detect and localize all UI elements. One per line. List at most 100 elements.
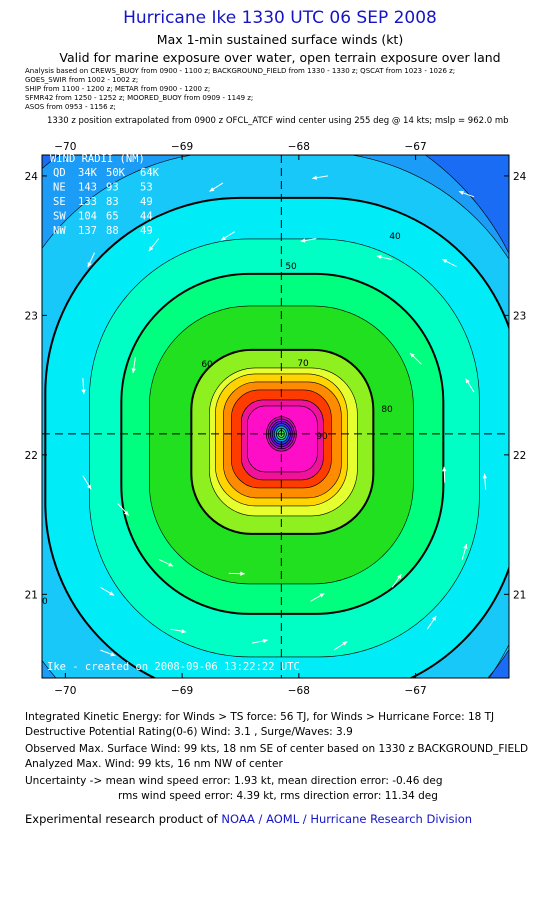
wind-radii-cell: 133 (78, 196, 97, 208)
wind-vector-head (482, 473, 488, 479)
contour-label: 80 (381, 405, 393, 415)
x-tick-label: −70 (54, 685, 76, 697)
wind-radii-table: WIND RADII (NM) QD 34K 50K 64K NE 143 93 53 SE 13… (50, 153, 160, 237)
wind-vector-head (463, 544, 468, 549)
wind-vector-head (431, 615, 437, 621)
y-tick-label: 21 (513, 589, 526, 601)
y-tick-label: 24 (513, 171, 527, 183)
wind-radii-cell: SE (53, 196, 66, 208)
wind-contour (89, 238, 480, 658)
wind-speed-fills (42, 155, 509, 678)
chart-subtitle: Max 1-min sustained surface winds (kt) (156, 32, 404, 47)
wind-radii-cell: 50K (106, 167, 126, 179)
wind-radii-cell: 104 (78, 211, 97, 223)
wind-radii-cell: 88 (106, 225, 119, 237)
wind-radii-cell: NW (53, 225, 66, 237)
wind-vector-head (312, 175, 318, 180)
exposure-subtitle: Valid for marine exposure over water, op… (59, 50, 501, 65)
noaa-link[interactable]: NOAA / AOML / Hurricane Research Divisio… (221, 812, 473, 826)
observed-max-line: Observed Max. Surface Wind: 99 kts, 18 n… (25, 743, 529, 755)
wind-contour (247, 405, 318, 473)
wind-radii-cell: 53 (140, 182, 153, 194)
contour-label: 30 (36, 597, 48, 607)
wind-radii-cell: 65 (106, 211, 119, 223)
analysis-line: Analysis based on CREWS_BUOY from 0900 -… (25, 67, 456, 75)
plot-frame (41, 154, 510, 679)
x-tick-label: −69 (171, 685, 193, 697)
y-tick-label: 24 (25, 171, 39, 183)
wind-contour (215, 373, 348, 507)
position-note: 1330 z position extrapolated from 0900 z… (47, 116, 509, 126)
wind-radii-cell: 49 (140, 196, 153, 208)
y-tick-label: 22 (513, 450, 526, 462)
analysis-line: ASOS from 0953 - 1156 z; (25, 103, 116, 111)
wind-radii-cell: 49 (140, 225, 153, 237)
wind-field-map: 30 40 50 60 70 80 90 −70 −70 −69 −69 −68 −68 −67 −67 2… (25, 141, 527, 697)
wind-vector-head (319, 593, 325, 598)
wind-vector-head (131, 368, 136, 374)
wind-vector-head (442, 259, 448, 264)
contour-label: 40 (389, 232, 401, 242)
wind-vector-head (81, 389, 86, 395)
contour-label: 50 (285, 262, 297, 272)
wind-radii-title: WIND RADII (NM) (50, 153, 145, 165)
plot-area: 30 40 50 60 70 80 90 (36, 155, 509, 678)
x-tick-label: −67 (405, 685, 427, 697)
wind-radii-cell: 64K (140, 167, 160, 179)
wind-contour (223, 381, 342, 499)
wind-vector-head (240, 571, 245, 576)
wind-contour (241, 399, 324, 481)
wind-vector-head (442, 466, 447, 472)
analysis-line: SHIP from 1100 - 1200 z; METAR from 0900… (25, 85, 211, 93)
wind-vector-head (376, 254, 382, 260)
wind-vector-head (110, 652, 116, 657)
wind-vector-head (262, 638, 268, 644)
x-tick-label: −70 (54, 141, 76, 153)
wind-vector-head (221, 236, 227, 241)
product-credit: Experimental research product of NOAA / … (25, 812, 472, 826)
uncertainty-line: Uncertainty -> mean wind speed error: 1.… (25, 775, 443, 787)
center-crosshair (42, 155, 509, 678)
wind-vector-head (209, 187, 215, 192)
wind-radii-cell: NE (53, 182, 66, 194)
contour-label: 60 (201, 360, 213, 370)
wind-radii-cell: 137 (78, 225, 97, 237)
ike-line: Integrated Kinetic Energy: for Winds > T… (25, 711, 495, 723)
wind-contour (209, 367, 358, 517)
wind-vector-head (124, 510, 129, 516)
analyzed-max-line: Analyzed Max. Wind: 99 kts, 16 nm NW of … (25, 758, 283, 770)
wind-vector-head (409, 353, 415, 358)
x-tick-label: −69 (171, 141, 193, 153)
wind-vectors (81, 175, 488, 657)
wind-vector-head (181, 629, 187, 634)
contour-labels: 30 40 50 60 70 80 90 (36, 232, 401, 607)
y-tick-label: 22 (25, 450, 38, 462)
credit-label: Ike - created on 2008-09-06 13:22:22 UTC (47, 661, 300, 673)
wind-contour (120, 272, 445, 615)
wind-contour (190, 348, 375, 535)
x-tick-label: −68 (288, 685, 310, 697)
wind-vector-head (300, 238, 306, 243)
wind-radii-cell: 34K (78, 167, 98, 179)
wind-radii-cell: QD (53, 167, 66, 179)
analysis-line: GOES_SWIR from 1002 - 1002 z; (25, 76, 139, 84)
wind-vector-head (87, 262, 92, 268)
contour-label: 90 (316, 432, 328, 442)
wind-radii-cell: SW (53, 211, 66, 223)
wind-radii-cell: 143 (78, 182, 97, 194)
axis-ticks: −70 −70 −69 −69 −68 −68 −67 −67 21 21 22 22 23 23 24 24 (25, 141, 527, 697)
x-tick-label: −68 (288, 141, 310, 153)
wind-radii-cell: 44 (140, 211, 153, 223)
dpr-line: Destructive Potential Rating(0-6) Wind: … (25, 726, 353, 738)
wind-vector-head (397, 574, 402, 580)
wind-vector-head (458, 190, 464, 195)
rms-error-line: rms wind speed error: 4.39 kt, rms direc… (118, 790, 438, 802)
y-tick-label: 23 (513, 310, 526, 322)
wind-vector-head (86, 484, 92, 490)
wind-vector-head (109, 591, 115, 596)
wind-radii-cell: 93 (106, 182, 119, 194)
contour-label: 70 (297, 359, 309, 369)
analysis-line: SFMR42 from 1250 - 1252 z; MOORED_BUOY f… (25, 94, 254, 102)
wind-vector-head (148, 246, 154, 252)
y-tick-label: 21 (25, 589, 38, 601)
